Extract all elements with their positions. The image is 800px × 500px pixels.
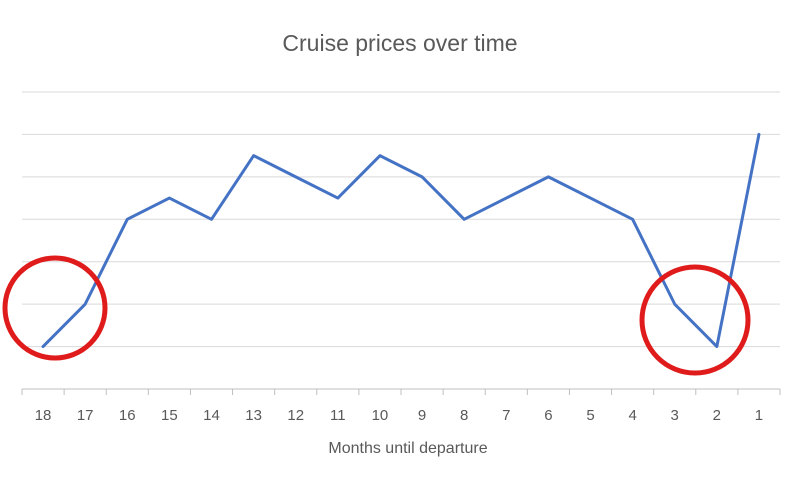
x-tick-label: 14 bbox=[203, 407, 220, 424]
x-tick-label: 15 bbox=[161, 407, 178, 424]
x-tick-label: 13 bbox=[245, 407, 262, 424]
x-tick-label: 10 bbox=[372, 407, 389, 424]
x-tick-label: 1 bbox=[755, 407, 763, 424]
highlight-circle bbox=[2, 255, 108, 361]
x-axis-title: Months until departure bbox=[328, 440, 487, 457]
x-tick-label: 2 bbox=[713, 407, 721, 424]
x-tick-label: 6 bbox=[544, 407, 552, 424]
grid: 18 17 16 15 14 13 12 11 10 9 8 7 6 5 4 3 2 1 bbox=[21, 91, 781, 424]
x-tick-label: 8 bbox=[460, 407, 468, 424]
plot bbox=[41, 132, 761, 349]
x-tick-label: 17 bbox=[77, 407, 94, 424]
chart-title: Cruise prices over time bbox=[282, 30, 517, 56]
x-tick-label: 3 bbox=[671, 407, 679, 424]
x-tick-label: 5 bbox=[586, 407, 594, 424]
x-tick-label: 9 bbox=[418, 407, 426, 424]
x-tick-label: 7 bbox=[502, 407, 510, 424]
x-tick-label: 12 bbox=[287, 407, 304, 424]
line-series bbox=[41, 132, 761, 349]
x-tick-label: 16 bbox=[119, 407, 136, 424]
x-tick-label: 18 bbox=[35, 407, 52, 424]
x-tick-label: 4 bbox=[628, 407, 636, 424]
x-tick-label: 11 bbox=[330, 407, 346, 424]
highlight-circle bbox=[639, 264, 751, 376]
